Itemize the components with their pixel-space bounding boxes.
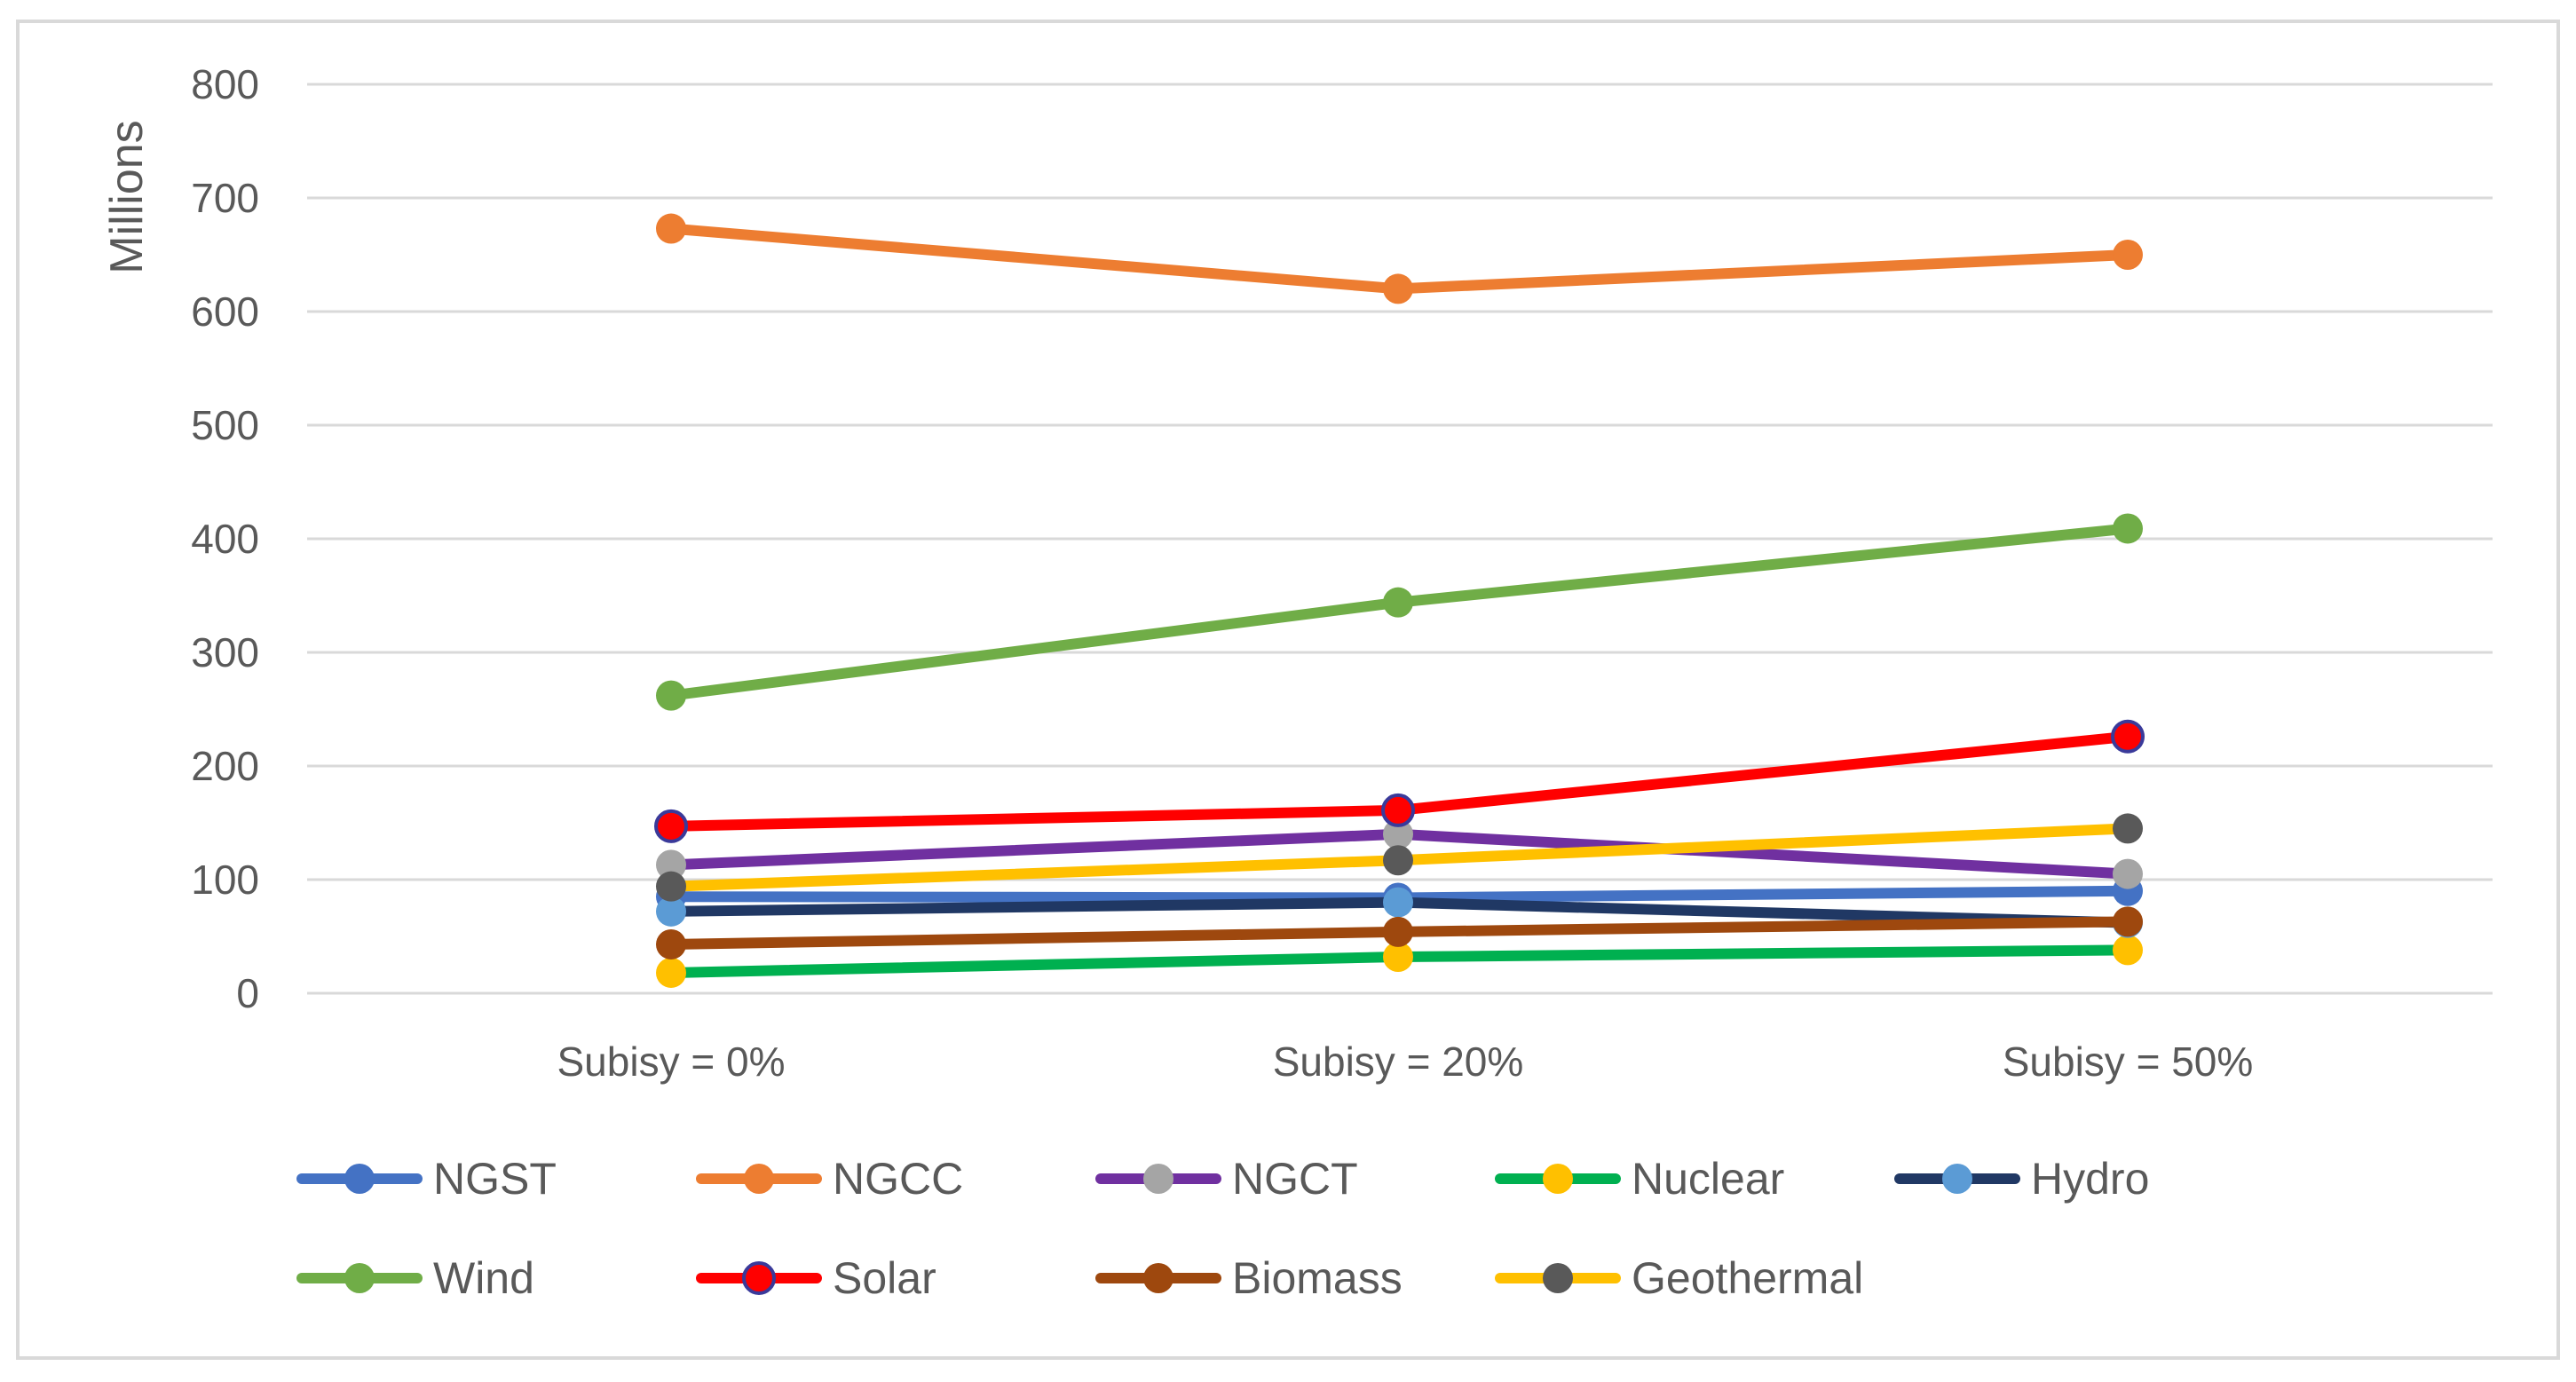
legend-label: Geothermal bbox=[1632, 1253, 1863, 1303]
y-tick-label: 200 bbox=[191, 743, 259, 789]
data-point bbox=[1383, 942, 1413, 973]
data-point bbox=[2113, 813, 2143, 844]
data-point bbox=[656, 957, 686, 988]
y-tick-label: 100 bbox=[191, 857, 259, 903]
data-point bbox=[1383, 887, 1413, 918]
legend-item-ngcc: NGCC bbox=[696, 1154, 963, 1204]
legend-label: NGCT bbox=[1232, 1154, 1358, 1204]
legend-label: Wind bbox=[433, 1253, 534, 1303]
series-biomass bbox=[656, 906, 2143, 960]
legend-item-geothermal: Geothermal bbox=[1495, 1253, 1863, 1303]
legend-label: NGCC bbox=[833, 1154, 963, 1204]
legend-item-nuclear: Nuclear bbox=[1495, 1154, 1784, 1204]
data-point bbox=[656, 213, 686, 244]
x-axis-ticks: Subisy = 0% Subisy = 20% Subisy = 50% bbox=[557, 1038, 2254, 1085]
legend-marker-swatch bbox=[1543, 1263, 1573, 1293]
legend-item-wind: Wind bbox=[296, 1253, 534, 1303]
data-point bbox=[1383, 587, 1413, 618]
data-point bbox=[2113, 858, 2143, 889]
legend-marker-swatch bbox=[344, 1164, 375, 1194]
data-point bbox=[2113, 513, 2143, 544]
data-point bbox=[1381, 793, 1415, 827]
data-point bbox=[1383, 845, 1413, 876]
data-point bbox=[1383, 818, 1413, 849]
y-tick-label: 500 bbox=[191, 402, 259, 448]
data-point bbox=[2113, 935, 2143, 966]
data-point bbox=[1383, 916, 1413, 947]
x-tick-label: Subisy = 50% bbox=[2003, 1038, 2254, 1085]
series-nuclear bbox=[656, 935, 2143, 988]
legend-label: Biomass bbox=[1232, 1253, 1403, 1303]
legend-label: Hydro bbox=[2031, 1154, 2149, 1204]
y-tick-label: 700 bbox=[191, 175, 259, 221]
y-axis-ticks: 0 100 200 300 400 500 600 700 800 bbox=[191, 61, 259, 1016]
series-ngct bbox=[656, 818, 2143, 889]
y-tick-label: 600 bbox=[191, 288, 259, 335]
legend-item-hydro: Hydro bbox=[1894, 1154, 2149, 1204]
series-geothermal bbox=[656, 813, 2143, 902]
y-tick-label: 0 bbox=[236, 970, 259, 1016]
legend-marker-swatch bbox=[1143, 1164, 1173, 1194]
series-wind bbox=[656, 513, 2143, 711]
legend-item-solar: Solar bbox=[696, 1253, 936, 1303]
legend-marker-swatch bbox=[1543, 1164, 1573, 1194]
data-point bbox=[656, 680, 686, 711]
data-point bbox=[656, 849, 686, 881]
legend-item-ngst: NGST bbox=[296, 1154, 557, 1204]
series-solar bbox=[654, 719, 2145, 843]
series-lines bbox=[654, 213, 2145, 988]
data-point bbox=[2113, 906, 2143, 937]
legend-marker-swatch bbox=[1143, 1263, 1173, 1293]
legend-marker-swatch bbox=[742, 1261, 776, 1295]
legend-item-biomass: Biomass bbox=[1095, 1253, 1403, 1303]
legend-label: Nuclear bbox=[1632, 1154, 1784, 1204]
y-tick-label: 400 bbox=[191, 516, 259, 562]
x-tick-label: Subisy = 0% bbox=[557, 1038, 786, 1085]
data-point bbox=[2111, 719, 2145, 754]
legend-item-ngct: NGCT bbox=[1095, 1154, 1358, 1204]
legend-label: NGST bbox=[433, 1154, 557, 1204]
data-point bbox=[656, 928, 686, 960]
data-point bbox=[656, 896, 686, 927]
data-point bbox=[656, 871, 686, 902]
legend-label: Solar bbox=[833, 1253, 936, 1303]
legend-marker-swatch bbox=[744, 1164, 774, 1194]
y-axis-title: Millions bbox=[101, 120, 153, 273]
y-tick-label: 300 bbox=[191, 629, 259, 675]
legend-marker-swatch bbox=[1942, 1164, 1972, 1194]
legend: NGST NGCC NGCT Nuclear Hydro Wind Solar Biomass… bbox=[296, 1154, 2149, 1303]
y-tick-label: 800 bbox=[191, 61, 259, 107]
x-tick-label: Subisy = 20% bbox=[1273, 1038, 1524, 1085]
data-point bbox=[2113, 240, 2143, 270]
series-ngcc bbox=[656, 213, 2143, 304]
data-point bbox=[1383, 273, 1413, 304]
legend-marker-swatch bbox=[344, 1263, 375, 1293]
data-point bbox=[654, 809, 688, 843]
